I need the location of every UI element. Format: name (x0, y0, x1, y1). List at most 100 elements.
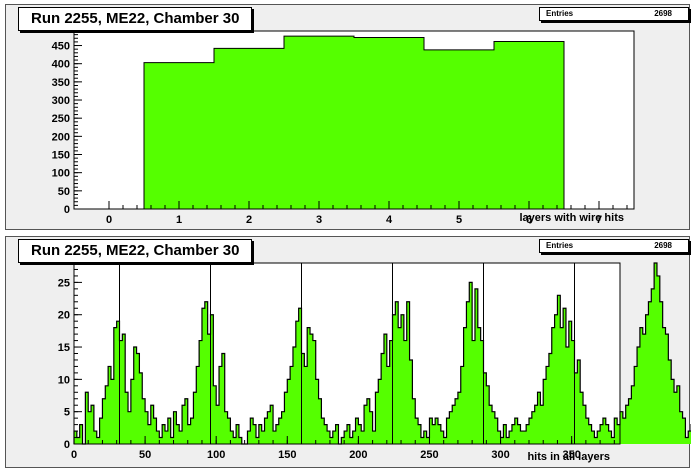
histogram-bar (457, 392, 461, 444)
x-tick-label: 300 (491, 449, 509, 461)
histogram-bar (494, 41, 564, 209)
histogram-bar (634, 366, 638, 444)
histogram-bar (159, 437, 163, 444)
histogram-bar (361, 431, 365, 444)
histogram-bar (480, 340, 484, 444)
histogram-bar (620, 411, 623, 444)
histogram-bar (298, 308, 302, 444)
histogram-bar (219, 366, 222, 444)
histogram-bar (540, 405, 544, 444)
histogram-bar (352, 431, 356, 444)
histogram-bar (102, 398, 106, 444)
histogram-panel-hits: 0 5 10 15 20 25 0 50 100 150 200 250 300 350 hits in a… (5, 236, 691, 468)
histogram-bar (85, 392, 89, 444)
histogram-bar (679, 411, 683, 444)
histogram-bar (267, 411, 271, 444)
histogram-bar (301, 353, 305, 444)
histogram-bar (602, 418, 606, 444)
x-tick-label: 0 (71, 449, 77, 461)
histogram-bar (443, 437, 447, 444)
x-tick-label: 4 (386, 214, 393, 226)
histogram-bar (332, 431, 336, 444)
histogram-bar (489, 405, 493, 444)
histogram-bar (611, 437, 615, 444)
histogram-bar (472, 340, 475, 444)
histogram-bar (247, 431, 251, 444)
histogram-bar (130, 379, 134, 444)
histogram-bar (253, 424, 256, 444)
histogram-bar (492, 411, 495, 444)
y-tick-label: 15 (58, 342, 70, 354)
histogram-bar (551, 327, 555, 444)
histogram-bar (511, 424, 515, 444)
histogram-bar (622, 418, 626, 444)
histogram-bar (403, 340, 407, 444)
histogram-bar (79, 424, 83, 444)
histogram-bar (213, 385, 217, 444)
histogram-bar (557, 295, 561, 444)
histogram-bar (429, 418, 433, 444)
y-tick-label: 450 (52, 41, 70, 53)
histogram-bar (639, 327, 643, 444)
x-tick-label: 5 (456, 214, 462, 226)
histogram-bar (440, 431, 444, 444)
histogram-bar (136, 353, 140, 444)
histogram-bar (585, 418, 589, 444)
histogram-bar (176, 424, 180, 444)
histogram-bar (93, 431, 97, 444)
stats-entries-label: Entries (546, 9, 574, 18)
y-tick-label: 200 (52, 131, 70, 143)
histogram-bar (645, 314, 649, 444)
stats-entries-label: Entries (546, 241, 574, 250)
histogram-bar (682, 418, 686, 444)
histogram-bar (651, 288, 655, 444)
x-axis-label: layers with wire hits (519, 212, 624, 224)
histogram-bar (210, 314, 214, 444)
histogram-bar (167, 418, 171, 444)
histogram-bar (580, 392, 584, 444)
histogram-bar (401, 314, 404, 444)
histogram-bar (665, 334, 669, 444)
histogram-bar (497, 431, 501, 444)
y-tick-label: 20 (58, 310, 70, 322)
histogram-bar (426, 437, 430, 444)
panel-title: Run 2255, ME22, Chamber 30 (18, 239, 253, 263)
x-tick-label: 350 (562, 449, 580, 461)
y-tick-label: 150 (52, 150, 70, 162)
histogram-bar (588, 424, 592, 444)
x-axis-label: hits in all layers (527, 451, 610, 463)
x-tick-label: 0 (106, 214, 112, 226)
stats-box: Entries 2698 (539, 239, 689, 253)
histogram-bar (144, 62, 214, 209)
histogram-bar (531, 411, 535, 444)
histogram-bar (386, 366, 390, 444)
histogram-bar (383, 334, 387, 444)
histogram-bar (674, 392, 677, 444)
x-tick-label: 2 (246, 214, 252, 226)
histogram-bar (605, 424, 609, 444)
histogram-bar (236, 424, 239, 444)
histogram-bar (685, 437, 689, 444)
histogram-bar (335, 424, 339, 444)
histogram-bar (548, 353, 552, 444)
histogram-bar (307, 327, 311, 444)
histogram-bar (389, 340, 393, 444)
histogram-bar (452, 405, 456, 444)
histogram-bar (500, 437, 504, 444)
histogram-bar (278, 418, 282, 444)
histogram-bar (358, 424, 362, 444)
histogram-bar (182, 405, 185, 444)
histogram-bar (193, 392, 197, 444)
histogram-bar (318, 398, 322, 444)
histogram-bar (520, 431, 524, 444)
histogram-bar (224, 411, 228, 444)
histogram-bar (281, 411, 285, 444)
histogram-bar (574, 372, 578, 444)
histogram-bar (656, 275, 660, 444)
x-tick-label: 1 (176, 214, 182, 226)
histogram-bar (142, 398, 146, 444)
y-tick-label: 250 (52, 113, 70, 125)
histogram-bar (563, 308, 566, 444)
y-tick-label: 25 (58, 277, 70, 289)
histogram-bar (349, 437, 353, 444)
